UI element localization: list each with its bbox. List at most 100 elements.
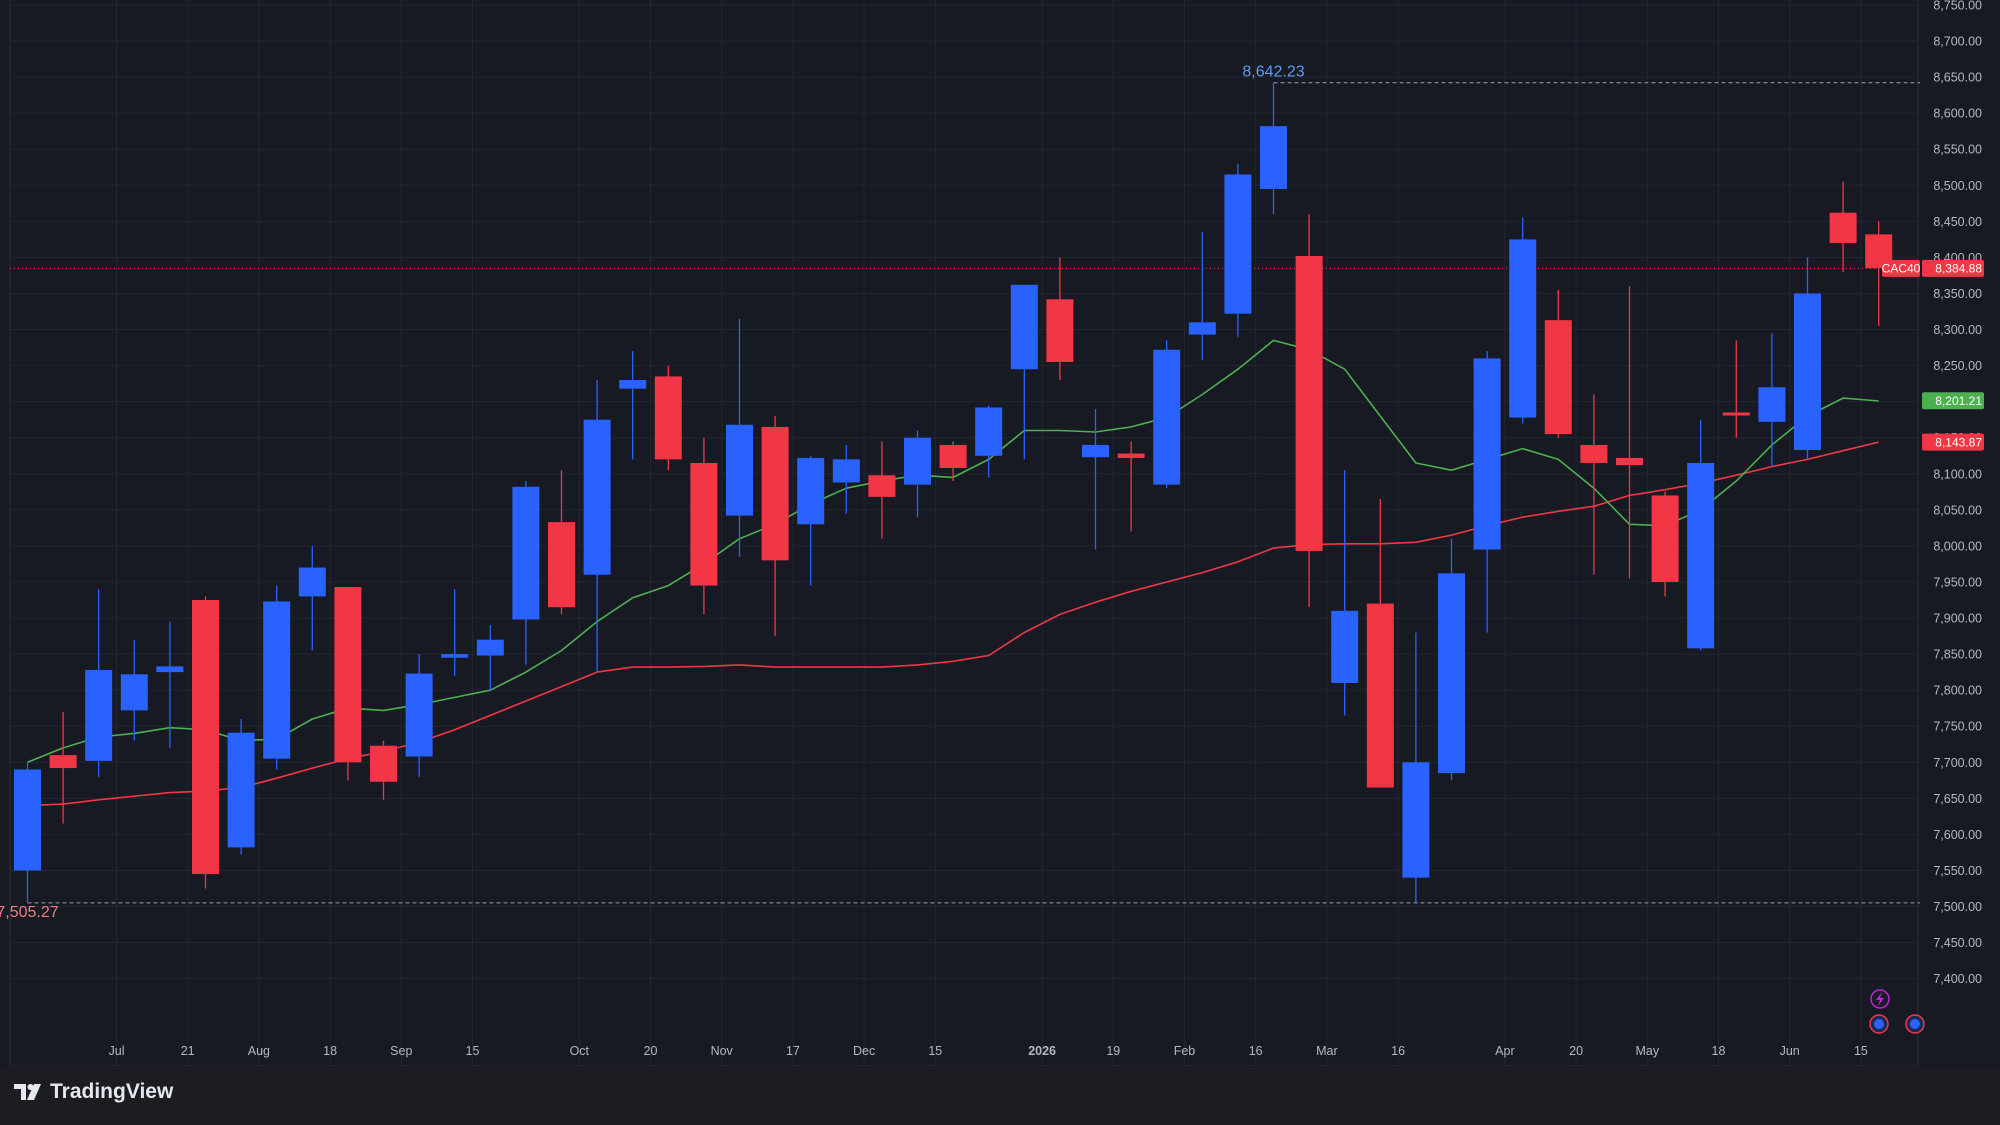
candle-body — [405, 673, 433, 757]
candle — [227, 719, 255, 855]
price-axis-tick-label: 7,700.00 — [1933, 756, 1982, 770]
time-axis-tick-label: Oct — [570, 1044, 590, 1058]
candle-body — [49, 755, 77, 769]
time-axis-tick-label: Jun — [1780, 1044, 1800, 1058]
candle-body — [1722, 412, 1750, 416]
footer-bar: TradingView — [0, 1066, 2000, 1125]
lightning-icon[interactable] — [1870, 989, 1890, 1009]
candle-body — [298, 567, 326, 597]
candle-body — [654, 376, 682, 460]
candle — [120, 639, 148, 741]
price-chart[interactable]: 7,400.00 7,450.00 7,500.00 7,550.00 7,600.00… — [0, 0, 2000, 1066]
price-axis-tick-label: 7,850.00 — [1933, 648, 1982, 662]
candle — [1402, 632, 1430, 903]
price-axis-tick-label: 7,400.00 — [1933, 972, 1982, 986]
candle — [1117, 441, 1145, 532]
candle — [192, 596, 219, 889]
candle — [1616, 286, 1643, 579]
candle — [1153, 340, 1181, 489]
candle-body — [1260, 126, 1287, 189]
candle-body — [1188, 322, 1216, 335]
time-axis-tick-label: 19 — [1106, 1044, 1120, 1058]
candle — [1829, 181, 1857, 272]
candle-body — [441, 654, 469, 658]
price-axis-tick-label: 8,550.00 — [1933, 143, 1982, 157]
candle — [512, 481, 540, 665]
candle-body — [1580, 444, 1608, 463]
candle — [49, 711, 77, 824]
symbol-tag-bg — [1882, 259, 1920, 277]
price-axis-tick-label: 7,500.00 — [1933, 900, 1982, 914]
time-axis-tick-label: 15 — [1854, 1044, 1868, 1058]
candle-body — [1366, 603, 1394, 788]
candle — [370, 740, 397, 800]
price-axis-tick-label: 7,750.00 — [1933, 720, 1982, 734]
candle-body — [476, 639, 504, 656]
time-axis-tick-label: Aug — [248, 1044, 270, 1058]
candle — [1331, 470, 1359, 716]
candle — [476, 625, 504, 691]
price-axis-tick-label: 8,500.00 — [1933, 179, 1982, 193]
time-axis-tick-label: May — [1635, 1044, 1659, 1058]
candle-body — [120, 674, 148, 711]
candle — [726, 318, 753, 557]
candle-body — [192, 600, 219, 875]
candle-body — [1509, 239, 1537, 418]
candle — [1794, 257, 1821, 460]
candle-body — [1473, 358, 1501, 550]
candle — [1010, 284, 1038, 460]
candle-body — [1794, 293, 1821, 450]
price-axis-tick-label: 8,650.00 — [1933, 71, 1982, 85]
candle-body — [1687, 462, 1715, 649]
event-icon-red[interactable] — [1905, 1014, 1925, 1034]
price-axis-tick-label: 8,000.00 — [1933, 539, 1982, 553]
candle — [1438, 538, 1465, 781]
candle-body — [868, 475, 896, 497]
time-axis-tick-label: 18 — [1712, 1044, 1726, 1058]
candle — [619, 351, 647, 460]
candle — [14, 762, 41, 903]
price-axis-tick-label: 7,950.00 — [1933, 575, 1982, 589]
candle-body — [85, 669, 113, 761]
time-axis-tick-label: 15 — [928, 1044, 942, 1058]
ma-fast-value-tag: 8,201.21 — [1935, 394, 1982, 408]
price-axis-tick-label: 7,550.00 — [1933, 864, 1982, 878]
candle — [975, 405, 1003, 478]
time-axis[interactable]: Jul 21 Aug 18 Sep 15 Oct 20 Nov 17 Dec 15 2026 19 Feb 1… — [109, 1044, 1868, 1058]
ma-slow-value-tag: 8,143.87 — [1935, 435, 1982, 449]
candle-body — [797, 457, 825, 525]
tradingview-logo-icon — [14, 1084, 41, 1100]
candle — [832, 444, 860, 514]
candle — [1722, 340, 1750, 438]
event-icon-blue[interactable] — [1869, 1014, 1889, 1034]
time-axis-tick-label: 20 — [644, 1044, 658, 1058]
low-price-label: 7,505.27 — [0, 904, 59, 921]
candle-body — [1117, 453, 1145, 458]
time-axis-tick-label: 21 — [181, 1044, 195, 1058]
chart-indicator-icons — [1869, 989, 1925, 1034]
candle-body — [832, 459, 860, 483]
candle-body — [1651, 495, 1679, 582]
price-axis[interactable]: 7,400.00 7,450.00 7,500.00 7,550.00 7,600.00… — [1882, 0, 1984, 986]
candle — [1082, 408, 1109, 550]
candle-body — [1544, 320, 1572, 435]
candle-body — [512, 486, 540, 620]
price-axis-tick-label: 8,350.00 — [1933, 287, 1982, 301]
price-axis-tick-label: 7,650.00 — [1933, 792, 1982, 806]
price-axis-tick-label: 7,800.00 — [1933, 684, 1982, 698]
brand-name: TradingView — [50, 1080, 174, 1103]
tradingview-brand[interactable]: TradingView — [12, 1080, 173, 1104]
time-axis-tick-label: 20 — [1569, 1044, 1583, 1058]
symbol-tag: CAC40 — [1882, 261, 1921, 275]
candle-body — [1010, 284, 1038, 370]
time-axis-tick-label: Nov — [711, 1044, 734, 1058]
candle — [1473, 351, 1501, 633]
candle — [405, 654, 433, 777]
price-axis-tick-label: 7,600.00 — [1933, 828, 1982, 842]
candle — [690, 437, 718, 615]
candle-body — [1224, 174, 1252, 314]
price-axis-tick-label: 8,450.00 — [1933, 215, 1982, 229]
ma-slow-value-tag-bg — [1922, 433, 1984, 451]
time-axis-tick-label: Feb — [1174, 1044, 1196, 1058]
candle — [1758, 333, 1786, 467]
